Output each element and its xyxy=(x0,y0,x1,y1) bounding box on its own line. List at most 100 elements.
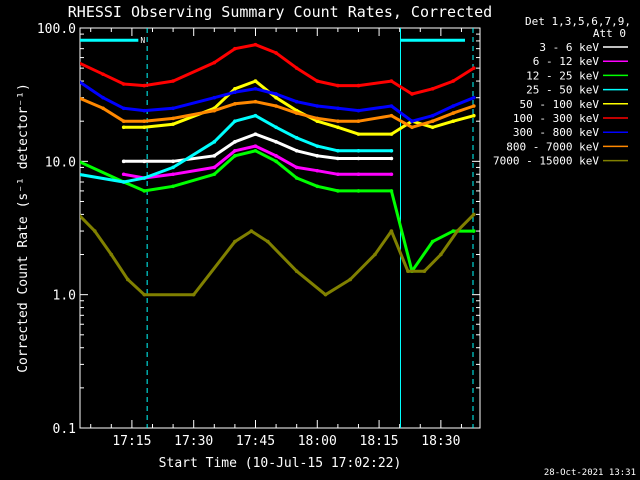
x-tick-label: 18:30 xyxy=(421,434,460,449)
data-point xyxy=(315,154,320,158)
series-line xyxy=(123,132,392,163)
data-point xyxy=(253,42,258,47)
data-point xyxy=(430,113,435,118)
data-point xyxy=(455,229,460,233)
series-layer xyxy=(80,42,476,297)
data-point xyxy=(142,159,147,164)
data-point xyxy=(389,132,394,136)
y-tick-label: 1.0 xyxy=(53,289,76,304)
data-point xyxy=(389,189,394,193)
data-point xyxy=(472,66,476,70)
data-point xyxy=(80,80,81,82)
data-point xyxy=(294,66,299,70)
data-point xyxy=(212,140,217,144)
data-point xyxy=(451,79,456,83)
data-point xyxy=(212,108,217,113)
data-point xyxy=(294,165,299,170)
data-point xyxy=(430,239,435,244)
data-point xyxy=(315,104,320,108)
data-point xyxy=(336,172,340,177)
x-tick-label: 18:00 xyxy=(298,434,337,449)
data-point xyxy=(233,239,237,244)
data-point xyxy=(389,156,394,161)
data-point xyxy=(171,165,175,170)
data-point xyxy=(233,148,237,153)
x-axis: 17:15 17:30 17:45 18:00 18:15 18:30 xyxy=(90,28,462,449)
data-point xyxy=(348,277,353,282)
data-point xyxy=(389,229,394,233)
data-point xyxy=(356,119,361,123)
data-point xyxy=(336,106,340,111)
data-point xyxy=(121,180,126,184)
interval-label: N xyxy=(140,36,145,45)
data-point xyxy=(315,144,320,148)
legend-label: 7000 - 15000 keV xyxy=(493,155,599,168)
data-point xyxy=(109,252,114,257)
data-point xyxy=(171,172,175,177)
data-point xyxy=(410,119,414,123)
data-point xyxy=(315,119,320,123)
data-point xyxy=(274,92,278,96)
data-point xyxy=(93,229,97,233)
data-point xyxy=(142,125,147,130)
data-point xyxy=(439,252,443,257)
data-point xyxy=(294,176,299,180)
data-point xyxy=(356,108,361,113)
data-point xyxy=(80,173,81,175)
data-point xyxy=(323,292,328,297)
data-point xyxy=(101,95,105,100)
data-point xyxy=(315,168,320,173)
plot-area xyxy=(79,27,481,429)
chart-title: RHESSI Observing Summary Count Rates, Co… xyxy=(68,3,492,21)
data-point xyxy=(80,213,81,216)
data-point xyxy=(171,159,175,164)
x-tick-label: 17:15 xyxy=(112,434,151,449)
data-point xyxy=(101,72,105,77)
data-point xyxy=(233,154,237,158)
legend-label: 12 - 25 keV xyxy=(526,69,599,82)
data-point xyxy=(121,159,126,164)
legend-label: 300 - 800 keV xyxy=(513,126,599,139)
data-point xyxy=(233,90,237,94)
data-point xyxy=(294,111,299,115)
data-point xyxy=(101,106,105,111)
legend-label: 100 - 300 keV xyxy=(513,112,599,125)
x-tick-label: 17:45 xyxy=(236,434,275,449)
data-point xyxy=(233,46,237,51)
data-point xyxy=(121,82,126,86)
data-point xyxy=(142,176,147,180)
data-point xyxy=(410,125,414,130)
series-line xyxy=(80,80,475,123)
data-point xyxy=(233,140,237,144)
footer-timestamp: 28-Oct-2021 13:31 xyxy=(544,468,636,478)
data-point xyxy=(253,79,258,83)
data-point xyxy=(472,95,476,100)
data-point xyxy=(430,125,435,130)
data-point xyxy=(336,119,340,123)
y-tick-label: 10.0 xyxy=(45,155,76,170)
data-point xyxy=(253,86,258,91)
data-point xyxy=(191,292,196,297)
data-point xyxy=(389,148,394,153)
data-point xyxy=(253,99,258,104)
data-point xyxy=(451,229,456,233)
data-point xyxy=(389,172,394,177)
data-point xyxy=(171,122,175,126)
data-point xyxy=(336,83,340,88)
legend-label: 25 - 50 keV xyxy=(526,84,599,97)
data-point xyxy=(121,125,126,130)
data-point xyxy=(389,104,394,108)
data-point xyxy=(389,113,394,118)
data-point xyxy=(142,292,147,297)
data-point xyxy=(294,148,299,153)
legend-header-line-1: Det 1,3,5,6,7,9, xyxy=(525,15,631,28)
data-point xyxy=(142,119,147,123)
legend-header-line-2: Att 0 xyxy=(593,27,626,40)
data-point xyxy=(80,160,81,163)
series-12-25-kev xyxy=(80,148,476,273)
series-100-300-kev xyxy=(80,42,476,96)
data-point xyxy=(274,51,278,55)
data-point xyxy=(430,119,435,123)
